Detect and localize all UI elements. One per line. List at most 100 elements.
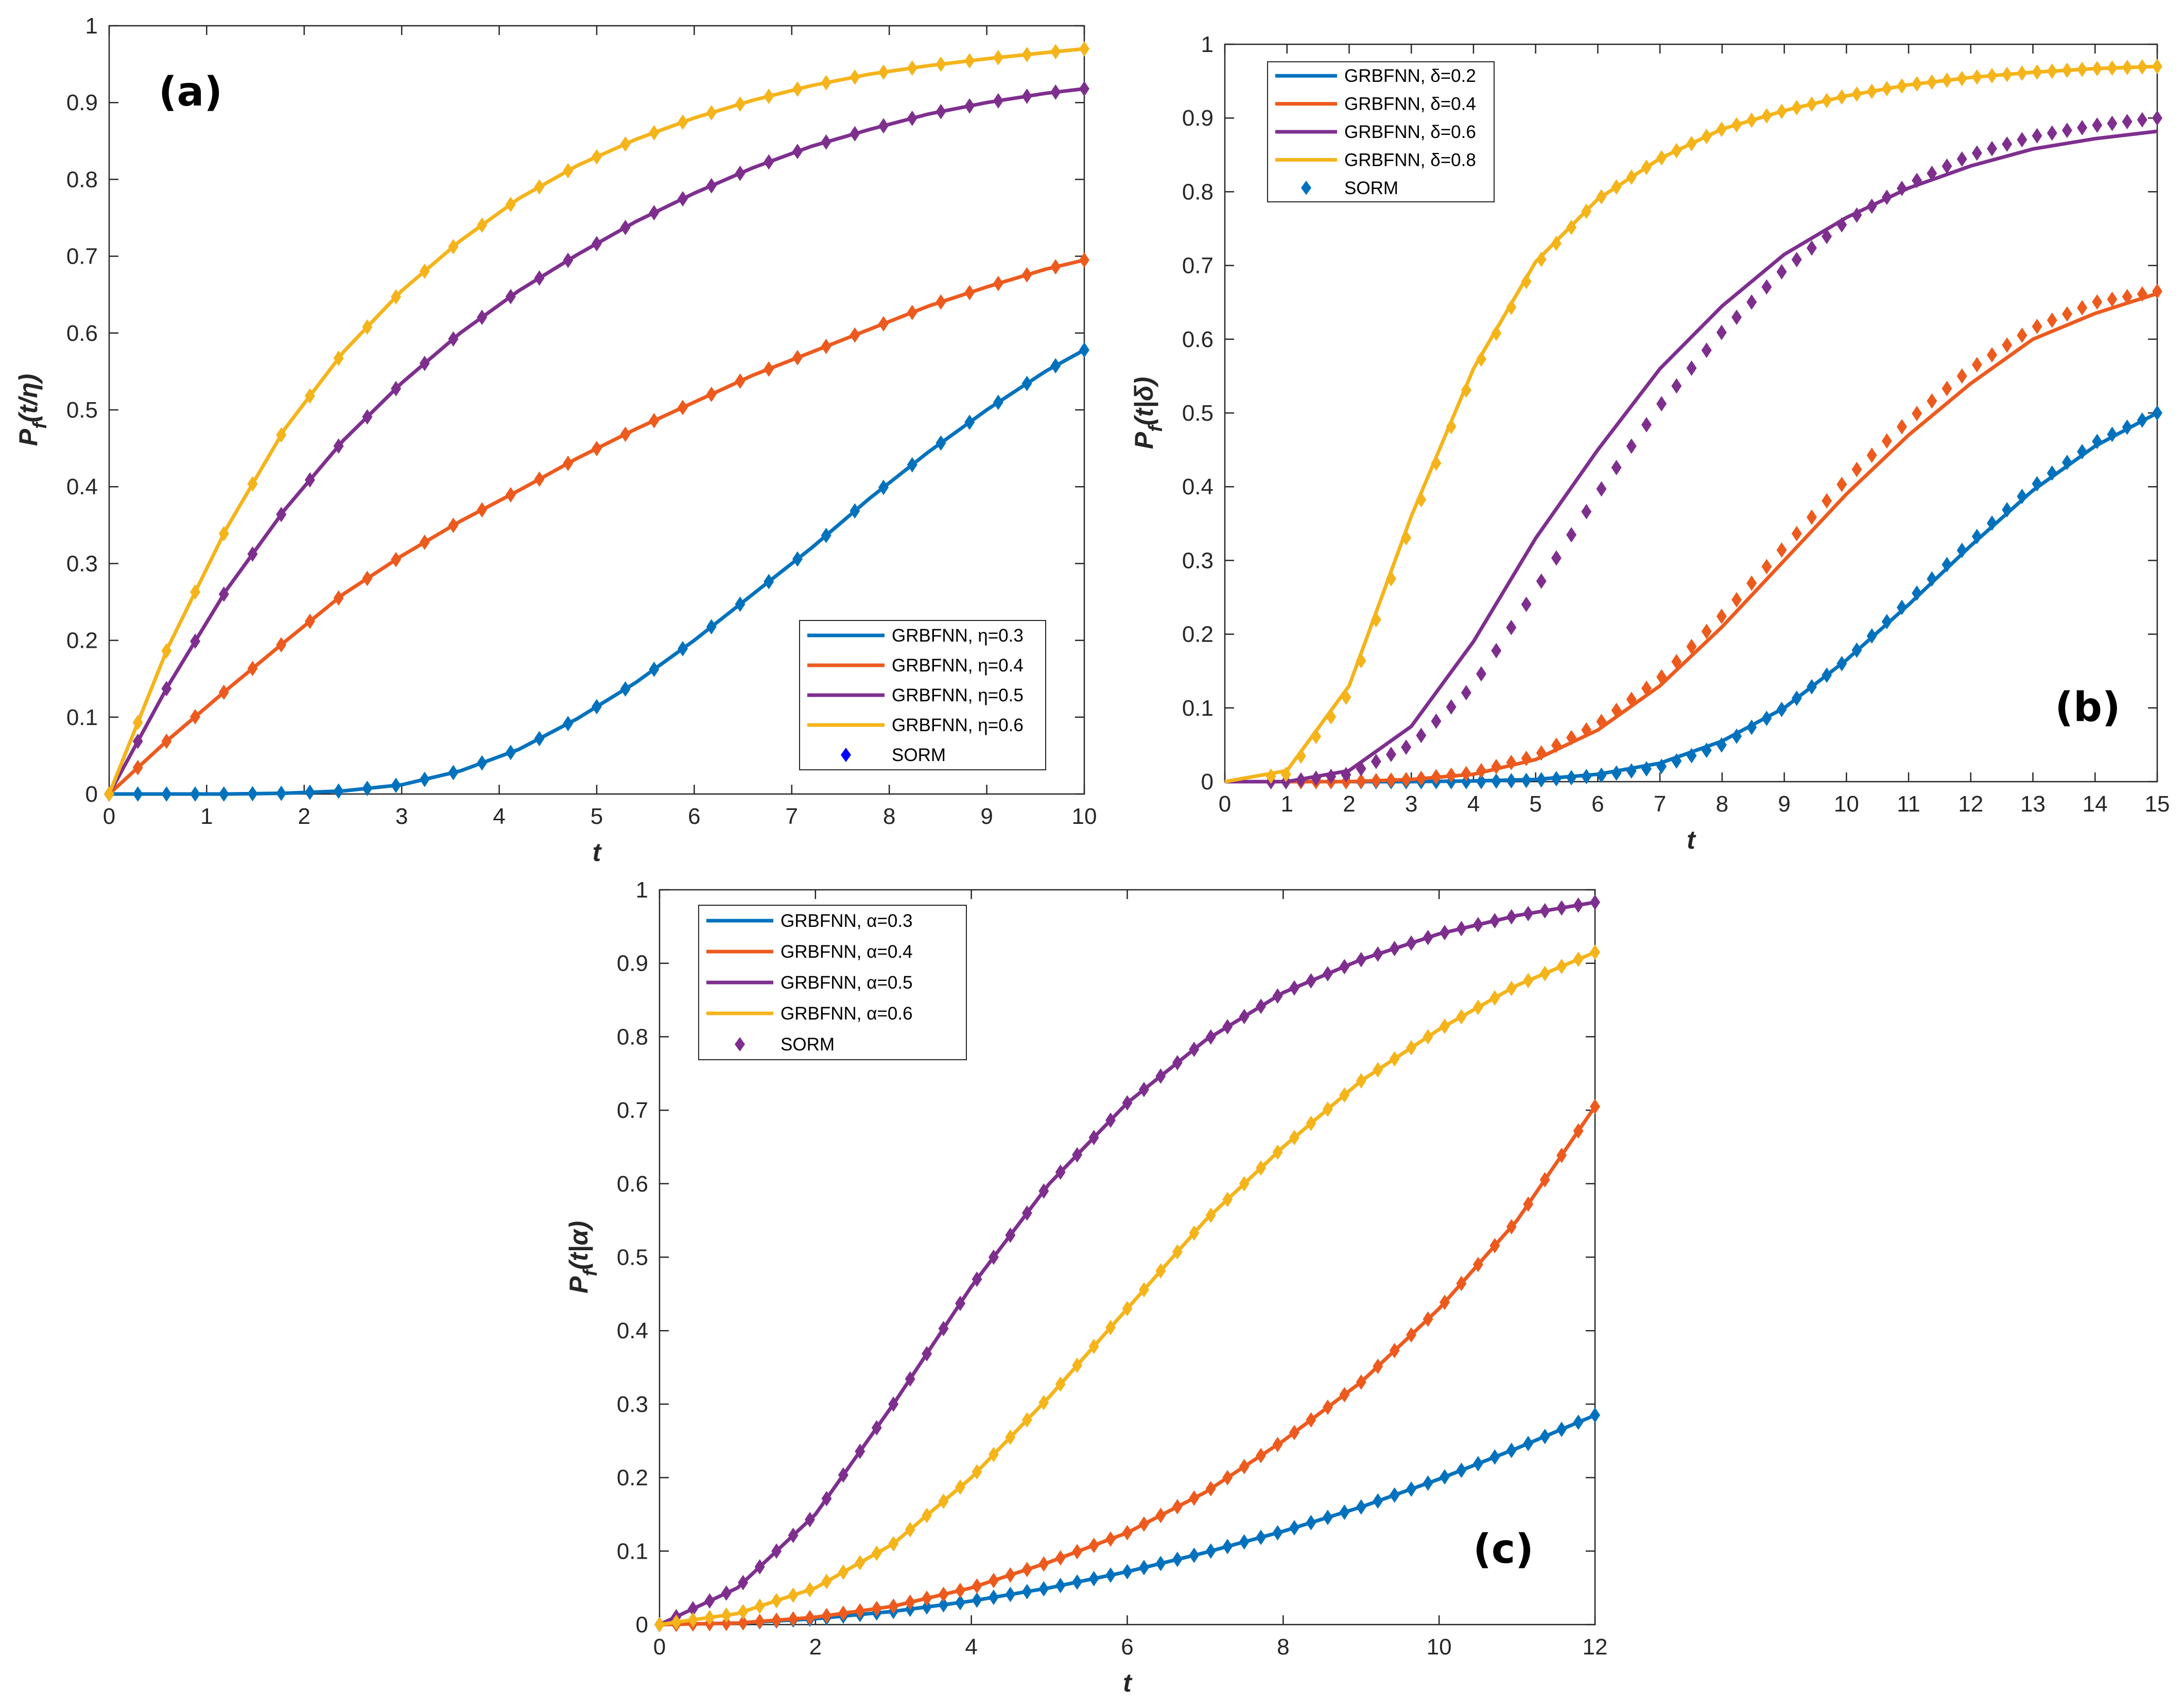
c-sorm-point [1172, 1551, 1183, 1567]
b-sorm-point [1896, 78, 1907, 94]
a-y-tick-label: 0.7 [66, 244, 98, 269]
c-sorm-point [1272, 988, 1283, 1004]
a-sorm-point [190, 786, 201, 802]
b-sorm-point [2017, 488, 2027, 504]
b-sorm-point [1806, 679, 1817, 695]
c-sorm-point [1205, 1481, 1216, 1497]
b-sorm-point [1341, 689, 1351, 705]
a-y-tick-label: 1 [85, 13, 98, 39]
b-sorm-point [2107, 426, 2118, 442]
a-sorm-point [907, 304, 917, 320]
a-sorm-point [1050, 358, 1061, 374]
a-sorm-point [161, 681, 172, 697]
a-sorm-point [907, 110, 917, 126]
c-sorm-point [1055, 1578, 1066, 1594]
c-sorm-point [1239, 1459, 1250, 1475]
b-sorm-point [1506, 754, 1517, 770]
a-x-tick-label: 10 [1072, 804, 1097, 829]
a-y-tick-label: 0.6 [66, 321, 98, 346]
b-sorm-point [1671, 143, 1682, 159]
c-sorm-point [1138, 1282, 1149, 1298]
b-sorm-point [1581, 203, 1592, 219]
c-sorm-point [788, 1527, 799, 1543]
a-legend-label: GRBFNN, η=0.5 [892, 685, 1024, 705]
a-sorm-point [132, 715, 143, 731]
c-sorm-point [1272, 1144, 1283, 1160]
b-sorm-point [2047, 63, 2057, 79]
a-x-tick-label: 2 [298, 804, 310, 829]
a-sorm-point [104, 786, 114, 802]
a-sorm-point [534, 270, 545, 286]
a-sorm-point [964, 53, 975, 69]
b-sorm-point [1942, 557, 1952, 573]
c-sorm-point [1122, 1525, 1133, 1541]
a-sorm-point [1021, 267, 1032, 283]
b-sorm-point [2032, 318, 2042, 334]
b-x-tick-label: 3 [1405, 791, 1417, 817]
c-y-tick-label: 0.4 [617, 1318, 648, 1343]
c-sorm-point [1573, 952, 1584, 968]
a-sorm-point [649, 125, 660, 141]
c-legend-sorm-label: SORM [781, 1034, 835, 1055]
b-sorm-point [1822, 667, 1832, 683]
c-y-tick-label: 0.6 [617, 1171, 648, 1197]
c-sorm-point [1523, 973, 1534, 989]
c-legend-label: GRBFNN, α=0.4 [781, 942, 913, 962]
c-sorm-point [1256, 1160, 1267, 1176]
b-sorm-point [1521, 750, 1532, 766]
b-sorm-point [2152, 283, 2162, 299]
a-sorm-point [850, 69, 860, 85]
a-sorm-point [333, 438, 344, 454]
c-sorm-point [1256, 1447, 1267, 1463]
b-sorm-point [2152, 58, 2162, 74]
a-sorm-point [190, 584, 201, 600]
panel-a-chart: 0 1 2 3 4 5 6 7 8 9 10 0 0.1 0.2 0.3 0.4 0.5 0.6 0.7 0.8 0.9… [14, 13, 1097, 867]
c-sorm-point [1439, 1295, 1450, 1310]
c-sorm-point [1506, 1442, 1517, 1458]
a-sorm-point [821, 338, 831, 354]
b-x-tick-label: 0 [1219, 791, 1231, 817]
b-sorm-point [2002, 136, 2013, 152]
a-legend-label: GRBFNN, η=0.4 [892, 655, 1024, 676]
b-sorm-point [1761, 279, 1772, 295]
b-legend-label: GRBFNN, δ=0.6 [1344, 122, 1476, 142]
a-sorm-point [821, 134, 831, 150]
c-sorm-point [1322, 1400, 1333, 1416]
c-sorm-point [1489, 913, 1500, 929]
c-sorm-point [1389, 1051, 1400, 1067]
b-sorm-point [1686, 748, 1697, 764]
c-x-tick-label: 12 [1583, 1634, 1608, 1660]
b-sorm-point [1551, 235, 1562, 251]
b-y-axis-label: Pf(t|δ) [1130, 377, 1167, 449]
c-sorm-point [1322, 1101, 1333, 1117]
b-sorm-point [2122, 60, 2133, 76]
b-sorm-point [1836, 655, 1847, 671]
c-sorm-point [754, 1598, 765, 1614]
c-sorm-point [905, 1371, 915, 1387]
b-legend-sorm-marker [1301, 180, 1311, 195]
a-x-tick-label: 1 [200, 804, 213, 829]
a-sorm-point [304, 613, 315, 629]
b-sorm-point [1416, 770, 1427, 786]
c-sorm-point [938, 1321, 949, 1337]
a-sorm-point [1050, 259, 1061, 275]
c-sorm-point [1590, 1098, 1600, 1114]
b-sorm-point [2092, 434, 2103, 450]
a-sorm-point [218, 526, 229, 542]
a-sorm-point [448, 331, 459, 347]
b-sorm-point [1326, 709, 1337, 725]
a-sorm-point [935, 294, 946, 310]
c-sorm-point [1105, 1567, 1116, 1583]
c-sorm-point [1406, 935, 1417, 951]
c-sorm-point [1038, 1183, 1049, 1199]
b-sorm-point [2092, 294, 2103, 310]
c-sorm-point [838, 1467, 848, 1483]
a-sorm-point [276, 785, 287, 801]
b-sorm-point [1476, 666, 1487, 682]
b-sorm-point [1686, 360, 1697, 376]
b-x-axis-label: t [1687, 825, 1696, 854]
a-sorm-point [850, 503, 860, 519]
b-sorm-point [2107, 115, 2118, 131]
c-x-tick-label: 8 [1277, 1634, 1289, 1660]
c-sorm-point [1105, 1320, 1116, 1336]
